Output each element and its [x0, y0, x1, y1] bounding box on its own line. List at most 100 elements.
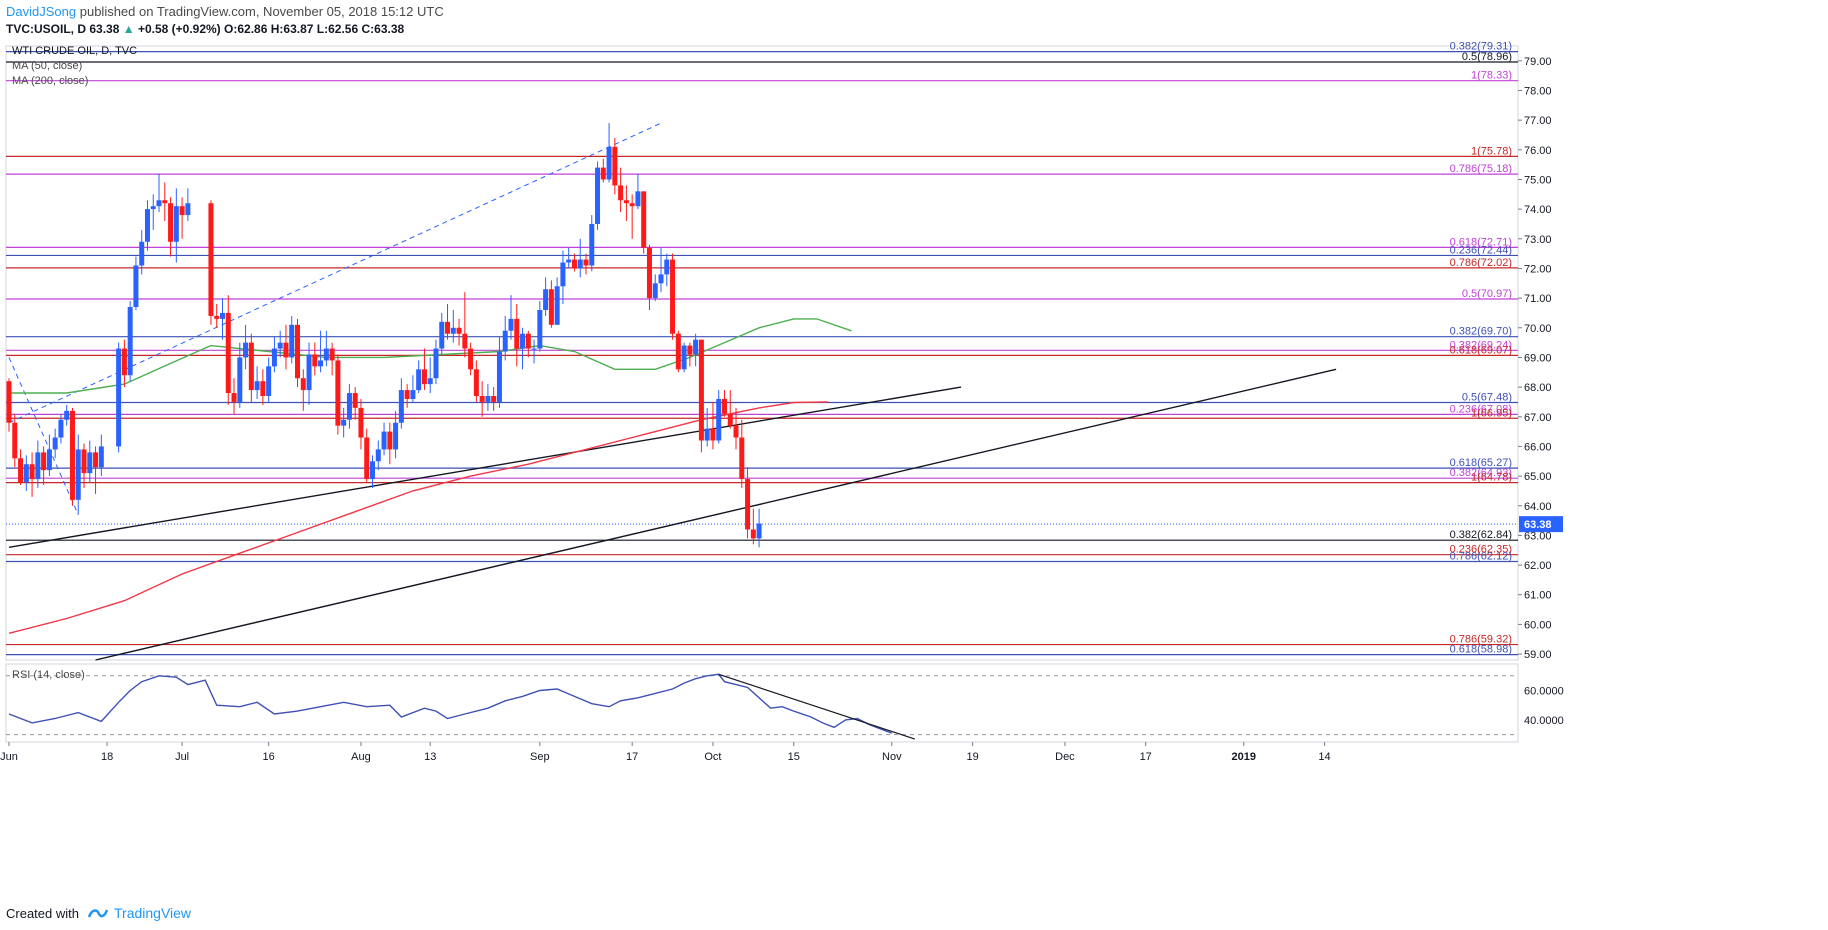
candle-body	[548, 289, 554, 325]
ohlc-low: L:62.56	[316, 22, 359, 36]
candle-body	[150, 206, 156, 210]
candle-body	[156, 200, 162, 207]
candle-body	[646, 247, 652, 299]
candle-body	[554, 286, 560, 325]
candle-body	[560, 262, 566, 287]
price-tick-label: 61.00	[1524, 590, 1552, 602]
candle-body	[127, 307, 133, 376]
author-link[interactable]: DavidJSong	[6, 4, 77, 19]
candle-body	[721, 398, 727, 414]
time-tick-label: 17	[626, 751, 638, 763]
price-tick-label: 65.00	[1524, 471, 1552, 483]
trendline	[8, 386, 962, 548]
chart-area[interactable]: 0.382(79.31) 0.5(78.96) 1(78.33) 1(75.78) 0.…	[0, 40, 1828, 870]
candle-body	[370, 461, 376, 480]
price-chart[interactable]: 0.382(79.31)0.5(78.96) 1(78.33) 1(75.78) 0.…	[0, 40, 1828, 870]
candle-body	[756, 523, 762, 539]
publish-info: DavidJSong published on TradingView.com,…	[6, 4, 444, 19]
current-price-tag	[1519, 516, 1563, 533]
trendline	[95, 368, 1337, 661]
candle-body	[514, 318, 520, 349]
time-tick-label: 17	[1140, 751, 1152, 763]
tradingview-link[interactable]: TradingView	[88, 905, 191, 921]
candle-body	[18, 458, 24, 483]
fib-level-label: 0.786(75.18)	[1450, 163, 1512, 175]
price-tick-label: 78.00	[1524, 85, 1552, 97]
candle-body	[341, 419, 347, 426]
candle-body	[583, 259, 589, 266]
candle-body	[58, 419, 64, 438]
fib-level-label: 0.382(64.93)	[1450, 467, 1512, 479]
time-tick-label: 2019	[1232, 751, 1256, 763]
candle-body	[485, 396, 491, 402]
candle-body	[439, 321, 445, 349]
fib-level-label: 0.236(72.44)	[1450, 244, 1512, 256]
fib-level-label: 0.382(69.70)	[1450, 326, 1512, 338]
candle-body	[312, 354, 318, 367]
last-price: 63.38	[89, 22, 120, 36]
rsi-label: RSI (14, close)	[12, 669, 85, 681]
time-tick-label: 16	[263, 751, 275, 763]
candle-body	[254, 381, 260, 391]
price-tick-label: 69.00	[1524, 352, 1552, 364]
candle-body	[698, 339, 704, 441]
candle-body	[133, 265, 139, 308]
candle-body	[329, 348, 335, 361]
price-tick-label: 67.00	[1524, 412, 1552, 424]
candle-body	[531, 348, 537, 350]
candle-body	[750, 529, 756, 539]
price-tick-label: 72.00	[1524, 263, 1552, 275]
candle-body	[716, 398, 722, 441]
ohlc-bar: TVC:USOIL, D 63.38 ▲ +0.58 (+0.92%) O:62…	[6, 22, 404, 36]
time-tick-label: Aug	[351, 751, 371, 763]
time-tick-label: 15	[788, 751, 800, 763]
tradingview-logo-icon	[88, 909, 108, 918]
fib-level-label: 1(78.33)	[1471, 70, 1512, 82]
candle-body	[335, 360, 341, 426]
candle-body	[427, 378, 433, 385]
candle-body	[98, 446, 104, 468]
candle-body	[323, 348, 329, 361]
fib-level-label: 1(64.78)	[1471, 472, 1512, 484]
candle-body	[410, 390, 416, 399]
time-tick-label: Sep	[530, 751, 550, 763]
ohlc-high: H:63.87	[270, 22, 314, 36]
candle-body	[219, 312, 225, 319]
candle-body	[456, 327, 462, 334]
candle-body	[248, 342, 254, 391]
price-tick-label: 66.00	[1524, 441, 1552, 453]
candle-body	[589, 223, 595, 266]
time-tick-label: 19	[966, 751, 978, 763]
up-arrow-icon: ▲	[122, 22, 135, 36]
candle-body	[41, 452, 47, 471]
candle-body	[629, 203, 635, 207]
time-tick-label: Oct	[704, 751, 721, 763]
ohlc-open: O:62.86	[224, 22, 268, 36]
price-tick-label: 77.00	[1524, 115, 1552, 127]
candle-body	[300, 378, 306, 391]
candle-body	[81, 449, 87, 474]
header: DavidJSong published on TradingView.com,…	[0, 0, 1828, 40]
rsi-line	[8, 673, 893, 734]
fib-level-label: 0.5(70.97)	[1462, 288, 1512, 300]
candle-body	[623, 200, 629, 204]
price-tick-label: 68.00	[1524, 382, 1552, 394]
fib-level-label: 0.5(67.48)	[1462, 392, 1512, 404]
candle-body	[450, 327, 456, 334]
candle-body	[468, 348, 474, 370]
candle-body	[502, 330, 508, 352]
candle-body	[35, 452, 41, 480]
candle-body	[139, 241, 145, 266]
candle-body	[739, 437, 745, 480]
candle-body	[462, 333, 468, 349]
candle-body	[681, 345, 687, 370]
candle-body	[12, 422, 18, 459]
fib-level-label: 1(75.78)	[1471, 145, 1512, 157]
candle-body	[693, 339, 699, 355]
legend-ma200: MA (200, close)	[12, 75, 88, 87]
price-pane-frame	[5, 45, 1519, 661]
publish-date: published on TradingView.com, November 0…	[79, 4, 444, 19]
fib-level-label: 0.382(62.84)	[1450, 529, 1512, 541]
candle-body	[243, 342, 249, 358]
fib-level-label: 0.618(65.27)	[1450, 457, 1512, 469]
